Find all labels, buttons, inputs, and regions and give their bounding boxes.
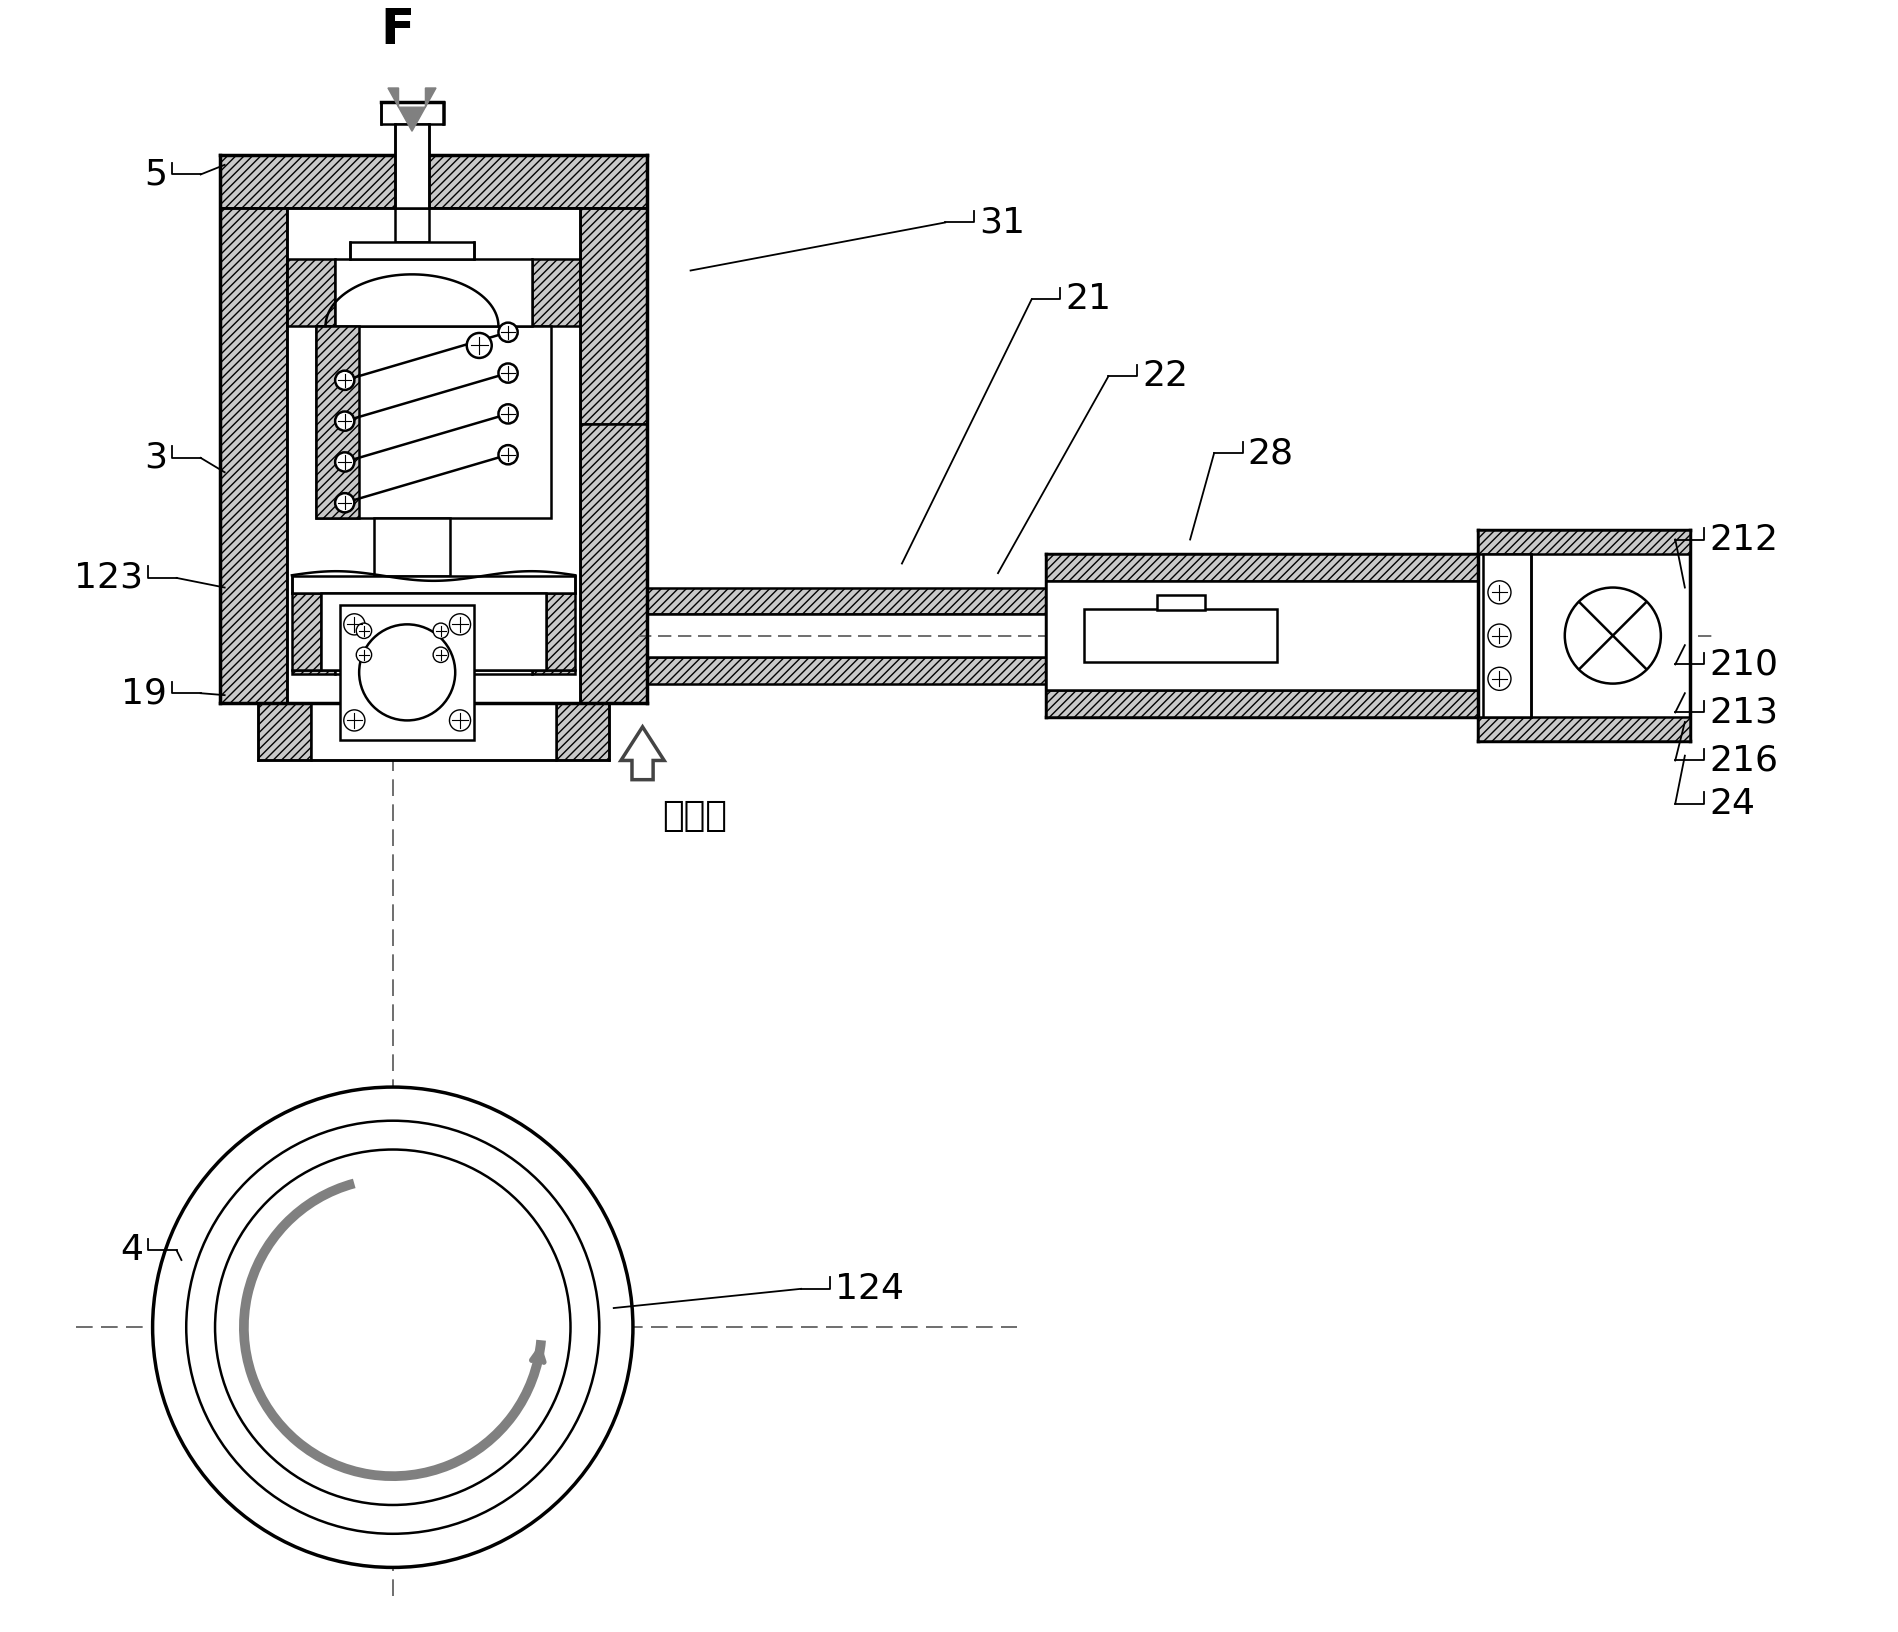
Bar [349,242,474,259]
Bar [1046,581,1479,690]
FancyArrow shape [387,88,437,131]
Circle shape [433,648,448,663]
Bar [1046,690,1479,716]
Bar [1482,553,1532,716]
Text: 5: 5 [144,157,167,191]
Bar [395,207,429,242]
Circle shape [336,370,355,390]
Bar [1046,553,1479,581]
Bar [381,103,444,124]
Bar [340,605,474,739]
Bar [220,207,287,703]
Bar [336,259,531,326]
Circle shape [467,333,492,357]
Text: 22: 22 [1143,359,1188,393]
Circle shape [450,710,471,731]
Circle shape [1488,667,1511,690]
FancyArrow shape [621,726,664,780]
Bar [647,588,1046,614]
Text: 210: 210 [1708,648,1778,682]
Bar [336,671,531,674]
Bar [315,326,359,519]
Circle shape [336,411,355,431]
Bar [556,703,609,761]
Text: 21: 21 [1065,282,1110,317]
Text: 124: 124 [835,1271,903,1306]
Circle shape [357,623,372,638]
Bar [311,703,556,761]
Bar [220,155,647,207]
Text: 润滑油: 润滑油 [662,800,727,832]
Circle shape [450,614,471,635]
Text: 28: 28 [1247,436,1294,470]
Bar [1479,716,1689,741]
Circle shape [336,493,355,512]
Text: 213: 213 [1708,695,1778,730]
Circle shape [186,1121,600,1534]
Circle shape [1488,623,1511,648]
Bar [547,594,575,671]
Bar [531,671,575,674]
Text: 3: 3 [144,441,167,475]
Text: 4: 4 [120,1234,142,1268]
Circle shape [359,625,456,720]
Circle shape [152,1087,632,1567]
Circle shape [357,648,372,663]
Bar [1084,609,1277,661]
Text: 31: 31 [979,206,1025,240]
Text: 212: 212 [1708,522,1778,557]
Bar [395,124,429,207]
Bar [1479,530,1689,741]
Circle shape [433,623,448,638]
Bar [647,614,1046,656]
Bar [1479,530,1689,553]
Circle shape [1488,581,1511,604]
Bar [287,259,336,326]
Bar [374,519,450,576]
Circle shape [499,446,518,465]
Circle shape [344,710,364,731]
Bar [292,671,336,674]
Bar [292,594,321,671]
Circle shape [499,323,518,341]
Circle shape [499,405,518,424]
Bar [647,656,1046,684]
Circle shape [214,1149,571,1505]
Bar [1156,596,1205,610]
Bar [258,703,311,761]
Text: 19: 19 [121,676,167,710]
Text: 216: 216 [1708,744,1778,777]
Bar [315,326,550,519]
Bar [581,207,647,424]
Text: 24: 24 [1708,787,1756,821]
Circle shape [344,614,364,635]
Bar [287,207,581,703]
Circle shape [499,364,518,382]
Bar [292,576,575,594]
Text: F: F [380,7,414,54]
Bar [581,424,647,703]
Circle shape [336,452,355,472]
Bar [1046,553,1479,716]
Text: 123: 123 [74,561,142,596]
Bar [321,594,547,671]
Bar [531,259,581,326]
Circle shape [1564,588,1661,684]
